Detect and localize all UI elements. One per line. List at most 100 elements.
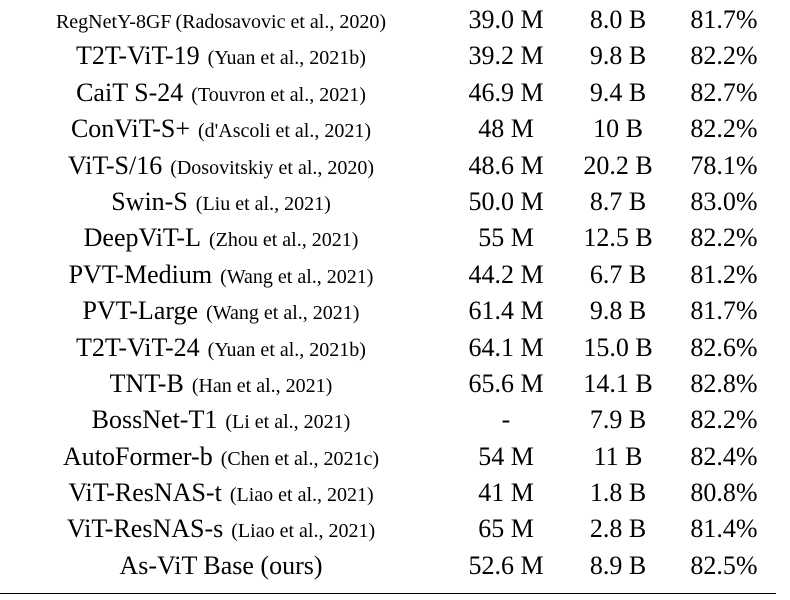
citation: (Radosavovic et al., 2020): [175, 11, 387, 33]
table-row: DeepViT-L (Zhou et al., 2021) 55 M 12.5 B 82…: [0, 220, 790, 256]
params-cell: 65 M: [478, 514, 534, 544]
table-row: As-ViT Base (ours) 52.6 M 8.9 B 82.5%: [0, 548, 790, 584]
model-name: ViT-ResNAS-s: [66, 514, 224, 544]
accuracy-cell: 82.7%: [690, 77, 758, 107]
flops-cell: 2.8 B: [589, 514, 647, 544]
accuracy-cell: 82.6%: [690, 332, 758, 362]
params-cell: 48 M: [478, 114, 534, 144]
model-name: PVT-Medium: [68, 259, 213, 289]
accuracy-cell: 82.8%: [690, 368, 758, 398]
flops-cell: 6.7 B: [589, 259, 647, 289]
flops-cell: 9.4 B: [589, 77, 647, 107]
model-name: TNT-B: [109, 368, 184, 398]
flops-cell: 11 B: [593, 441, 643, 471]
params-cell: 39.0 M: [468, 5, 544, 34]
model-cell: TNT-B (Han et al., 2021): [0, 366, 442, 402]
model-cell: BossNet-T1 (Li et al., 2021): [0, 402, 442, 438]
model-cell: ViT-ResNAS-t (Liao et al., 2021): [0, 475, 442, 511]
model-cell: PVT-Medium (Wang et al., 2021): [0, 257, 442, 293]
table-row: PVT-Large (Wang et al., 2021) 61.4 M 9.8 B 8…: [0, 293, 790, 329]
model-name: T2T-ViT-24: [76, 332, 200, 362]
model-cell: T2T-ViT-24 (Yuan et al., 2021b): [0, 330, 442, 366]
model-name: T2T-ViT-19: [76, 41, 200, 71]
flops-cell: 1.8 B: [589, 478, 647, 508]
params-cell: 39.2 M: [468, 41, 544, 71]
accuracy-cell: 82.2%: [690, 405, 758, 435]
params-cell: 41 M: [478, 478, 534, 508]
citation: (Wang et al., 2021): [220, 265, 374, 288]
table-row: AutoFormer-b (Chen et al., 2021c) 54 M 11 B…: [0, 439, 790, 475]
params-cell: 48.6 M: [468, 150, 544, 180]
model-name: As-ViT Base (ours): [119, 550, 323, 580]
citation: (d'Ascoli et al., 2021): [198, 120, 372, 143]
model-name: BossNet-T1: [91, 405, 218, 435]
citation: (Yuan et al., 2021b): [207, 47, 366, 70]
model-name: CaiT S-24: [76, 77, 184, 107]
model-name: RegNetY-8GF: [55, 11, 172, 33]
citation: (Zhou et al., 2021): [208, 229, 359, 252]
params-cell: 61.4 M: [468, 296, 544, 326]
accuracy-cell: 80.8%: [690, 478, 758, 508]
model-cell: DeepViT-L (Zhou et al., 2021): [0, 220, 442, 256]
citation: (Yuan et al., 2021b): [207, 338, 366, 361]
model-cell: CaiT S-24 (Touvron et al., 2021): [0, 75, 442, 111]
flops-cell: 20.2 B: [583, 150, 653, 180]
accuracy-cell: 82.5%: [690, 550, 758, 580]
bottom-rule: [0, 593, 776, 594]
flops-cell: 14.1 B: [583, 368, 653, 398]
params-cell: 65.6 M: [468, 368, 544, 398]
accuracy-cell: 81.2%: [690, 259, 758, 289]
citation: (Liu et al., 2021): [195, 192, 331, 215]
citation: (Han et al., 2021): [191, 374, 333, 397]
table-row: T2T-ViT-24 (Yuan et al., 2021b) 64.1 M 15.0…: [0, 330, 790, 366]
model-cell: ConViT-S+ (d'Ascoli et al., 2021): [0, 111, 442, 147]
table-row: BossNet-T1 (Li et al., 2021) - 7.9 B 82.2%: [0, 402, 790, 438]
flops-cell: 15.0 B: [583, 332, 653, 362]
citation: (Liao et al., 2021): [231, 520, 376, 543]
accuracy-cell: 81.7%: [690, 5, 758, 34]
model-cell: PVT-Large (Wang et al., 2021): [0, 293, 442, 329]
table-row: ViT-S/16 (Dosovitskiy et al., 2020) 48.6 M…: [0, 148, 790, 184]
params-cell: 55 M: [478, 223, 534, 253]
flops-cell: 8.9 B: [589, 550, 647, 580]
citation: (Touvron et al., 2021): [191, 83, 366, 106]
accuracy-cell: 83.0%: [690, 186, 758, 216]
accuracy-cell: 82.2%: [690, 114, 758, 144]
params-cell: 50.0 M: [468, 186, 544, 216]
citation: (Chen et al., 2021c): [220, 447, 379, 470]
params-cell: 44.2 M: [468, 259, 544, 289]
model-name: ViT-S/16: [67, 150, 163, 180]
model-name: ViT-ResNAS-t: [68, 478, 222, 508]
accuracy-cell: 82.2%: [690, 223, 758, 253]
flops-cell: 8.0 B: [589, 5, 647, 34]
table-row: RegNetY-8GF (Radosavovic et al., 2020) 39.…: [0, 2, 790, 38]
table-row: Swin-S (Liu et al., 2021) 50.0 M 8.7 B 83.0%: [0, 184, 790, 220]
table-row: ViT-ResNAS-t (Liao et al., 2021) 41 M 1.8 B…: [0, 475, 790, 511]
flops-cell: 12.5 B: [583, 223, 653, 253]
params-cell: 52.6 M: [468, 550, 544, 580]
model-name: AutoFormer-b: [63, 441, 213, 471]
model-cell: As-ViT Base (ours): [0, 548, 442, 584]
params-cell: -: [501, 405, 511, 435]
model-name: PVT-Large: [82, 296, 199, 326]
citation: (Wang et al., 2021): [206, 302, 360, 325]
flops-cell: 7.9 B: [589, 405, 647, 435]
citation: (Dosovitskiy et al., 2020): [170, 156, 375, 179]
flops-cell: 9.8 B: [589, 41, 647, 71]
table-row: TNT-B (Han et al., 2021) 65.6 M 14.1 B 82.8%: [0, 366, 790, 402]
params-cell: 64.1 M: [468, 332, 544, 362]
model-cell: Swin-S (Liu et al., 2021): [0, 184, 442, 220]
table-row: T2T-ViT-19 (Yuan et al., 2021b) 39.2 M 9.8 …: [0, 38, 790, 74]
params-cell: 54 M: [478, 441, 534, 471]
model-cell: ViT-ResNAS-s (Liao et al., 2021): [0, 511, 442, 547]
table-row: ConViT-S+ (d'Ascoli et al., 2021) 48 M 10 B…: [0, 111, 790, 147]
model-cell: RegNetY-8GF (Radosavovic et al., 2020): [0, 2, 442, 38]
flops-cell: 8.7 B: [589, 186, 647, 216]
accuracy-cell: 82.4%: [690, 441, 758, 471]
accuracy-cell: 78.1%: [690, 150, 758, 180]
citation: (Li et al., 2021): [225, 411, 351, 434]
model-name: DeepViT-L: [83, 223, 201, 253]
accuracy-cell: 81.7%: [690, 296, 758, 326]
model-name: ConViT-S+: [70, 114, 191, 144]
